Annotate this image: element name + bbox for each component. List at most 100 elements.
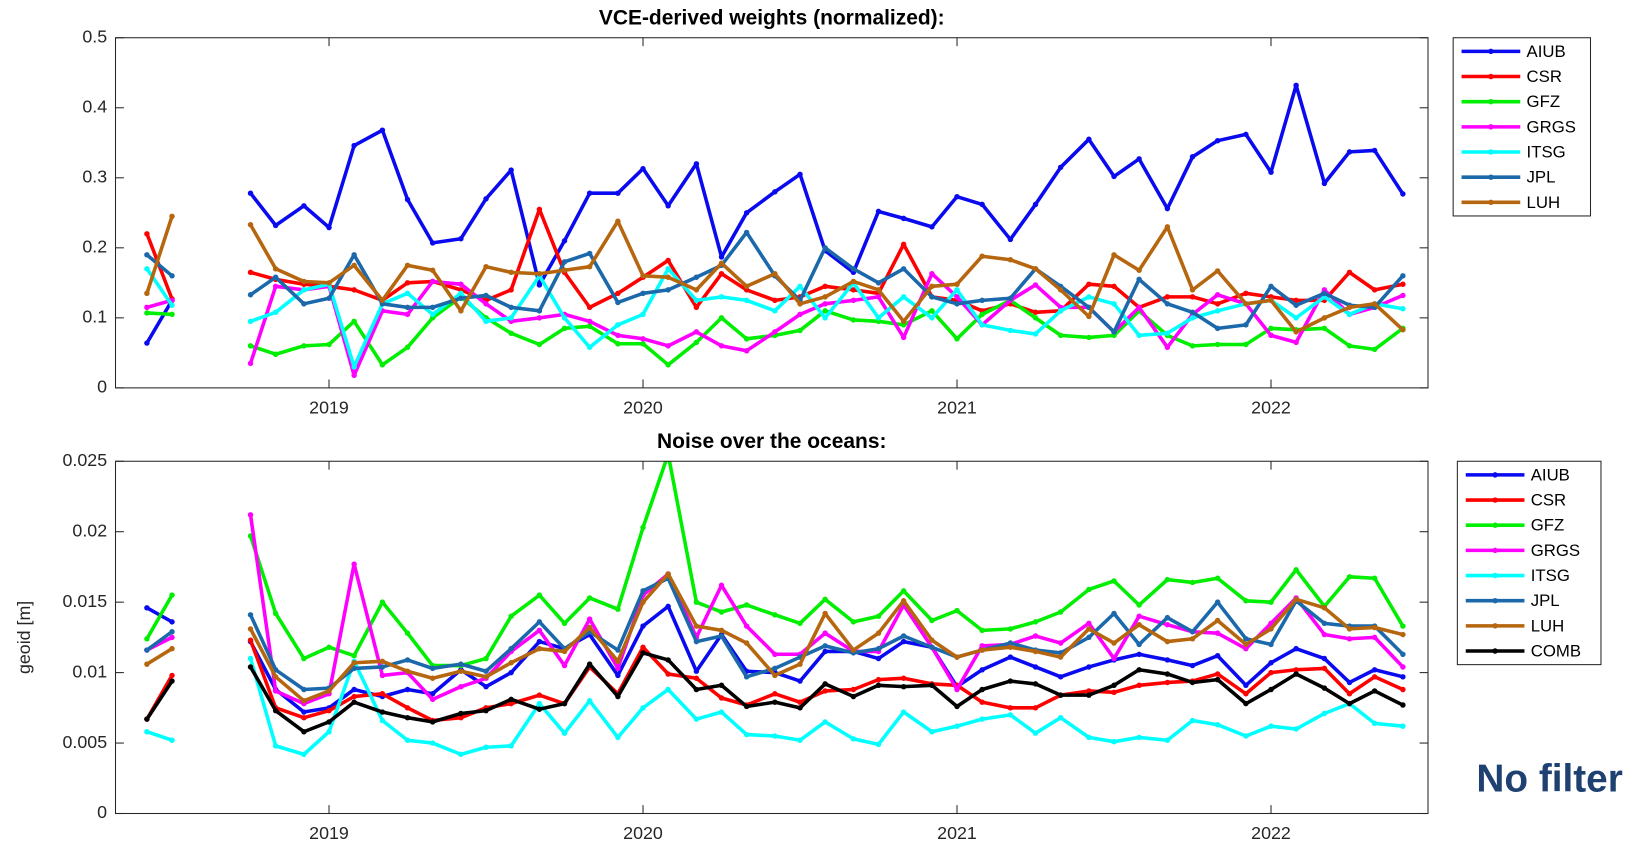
data-point xyxy=(900,318,907,325)
data-point xyxy=(979,322,985,328)
data-point xyxy=(772,308,778,314)
data-point xyxy=(1268,169,1274,175)
data-point xyxy=(954,654,960,660)
data-point xyxy=(640,336,646,342)
data-point xyxy=(1007,257,1014,263)
data-point xyxy=(822,596,828,603)
legend-marker xyxy=(1488,73,1494,80)
data-point xyxy=(429,691,436,697)
data-point xyxy=(483,668,489,674)
data-point xyxy=(900,709,907,715)
data-point xyxy=(1371,634,1378,641)
data-point xyxy=(979,686,985,693)
data-point xyxy=(404,311,411,318)
data-point xyxy=(822,301,828,307)
data-point xyxy=(1400,273,1406,279)
data-point xyxy=(351,699,357,705)
data-point xyxy=(1346,679,1353,686)
data-point xyxy=(1214,341,1221,348)
data-point xyxy=(144,661,150,667)
data-point xyxy=(458,281,464,287)
data-point xyxy=(301,686,307,693)
data-point xyxy=(1032,266,1039,272)
data-point xyxy=(1243,700,1249,707)
data-point xyxy=(1032,633,1039,639)
data-point xyxy=(929,308,935,314)
data-point xyxy=(1086,692,1092,698)
data-point xyxy=(875,682,882,689)
data-point xyxy=(979,297,985,304)
data-point xyxy=(351,561,357,567)
data-point xyxy=(272,674,279,680)
data-point xyxy=(351,262,357,269)
annotation: No filter xyxy=(1476,757,1622,800)
data-point xyxy=(247,655,254,662)
legend-marker xyxy=(1488,199,1494,206)
legend-marker xyxy=(1492,497,1498,503)
data-point xyxy=(1189,662,1196,669)
data-point xyxy=(1136,682,1142,689)
data-point xyxy=(615,693,621,700)
data-point xyxy=(929,271,935,277)
data-point xyxy=(247,318,254,325)
data-point xyxy=(1086,313,1092,320)
data-point xyxy=(718,582,725,588)
data-point xyxy=(169,302,175,308)
data-point xyxy=(900,683,907,690)
data-point xyxy=(1268,660,1274,666)
legend-marker xyxy=(1492,547,1498,554)
data-point xyxy=(536,627,543,634)
data-point xyxy=(665,203,671,209)
data-point xyxy=(693,686,700,693)
data-point xyxy=(272,222,279,229)
data-point xyxy=(1346,636,1353,642)
data-point xyxy=(1400,327,1406,333)
data-point xyxy=(954,287,960,293)
data-point xyxy=(1032,331,1039,337)
legend-marker xyxy=(1492,472,1498,478)
data-point xyxy=(272,274,279,280)
data-point xyxy=(272,283,279,290)
data-point xyxy=(1086,294,1092,300)
data-point xyxy=(772,612,778,618)
data-point xyxy=(1032,705,1039,711)
data-point xyxy=(483,301,489,307)
data-point xyxy=(693,304,700,311)
data-point xyxy=(850,266,857,272)
data-point xyxy=(1293,567,1299,573)
data-point xyxy=(954,686,960,693)
data-point xyxy=(508,669,514,676)
data-point xyxy=(483,707,489,714)
data-point xyxy=(743,229,750,236)
data-point xyxy=(1268,283,1274,290)
data-point xyxy=(1214,325,1221,332)
data-point xyxy=(954,301,960,307)
y-tick-label: 0.025 xyxy=(63,450,108,470)
data-point xyxy=(508,330,514,336)
data-point xyxy=(693,599,700,605)
data-point xyxy=(1371,147,1378,154)
data-point xyxy=(1400,191,1406,197)
data-point xyxy=(900,588,907,594)
data-point xyxy=(561,700,568,707)
data-point xyxy=(404,196,411,203)
data-point xyxy=(1164,679,1171,686)
data-point xyxy=(1243,682,1249,689)
data-point xyxy=(665,657,671,663)
data-point xyxy=(929,617,935,624)
x-tick-label: 2022 xyxy=(1251,398,1291,418)
data-point xyxy=(1136,602,1142,608)
data-point xyxy=(247,360,254,367)
data-point xyxy=(561,267,568,273)
data-point xyxy=(144,310,150,316)
data-point xyxy=(404,737,411,743)
data-point xyxy=(508,696,514,703)
data-point xyxy=(429,675,436,681)
data-point xyxy=(615,734,621,741)
data-point xyxy=(900,633,907,639)
data-point xyxy=(797,699,803,705)
data-point xyxy=(850,317,857,323)
data-point xyxy=(1032,730,1039,736)
data-point xyxy=(850,297,857,304)
